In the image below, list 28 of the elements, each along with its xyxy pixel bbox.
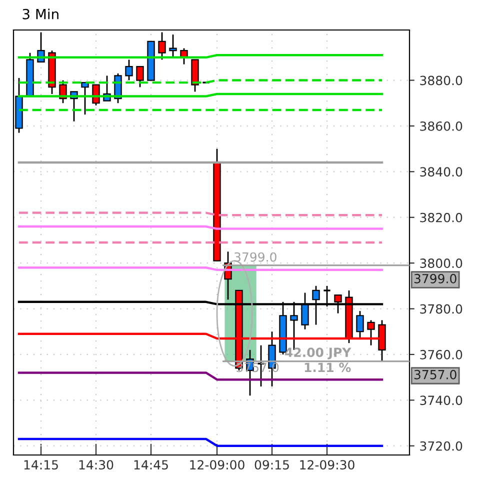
y-tick-label: 3780.0 [420,304,462,314]
y-tick-label: 3880.0 [420,76,462,86]
candlestick [169,34,177,58]
x-tick-label: 14:30 [79,460,114,470]
y-tick-label: 3840.0 [420,167,462,177]
candlestick [81,82,89,116]
annotation: 1.11 % [304,362,351,372]
x-tick-label: 09:15 [254,460,289,470]
annotation: 3757.0 [236,362,279,372]
x-tick-label: 12-09:30 [300,460,354,470]
y-tick-label: 3800.0 [420,258,462,268]
y-tick-label: 3860.0 [420,121,462,131]
ref-line-label: 3757.0 [414,370,456,380]
chart-title: 3 Min [22,8,58,20]
y-tick-label: 3760.0 [420,350,462,360]
y-tick-label: 3740.0 [420,396,462,406]
x-tick-label: 12-09:00 [190,460,244,470]
ref-line-label: 3799.0 [414,274,456,284]
candlestick [356,310,364,340]
candlestick [125,59,133,81]
annotation: 3799.0 [234,252,276,262]
x-tick-label: 14:45 [134,460,168,470]
x-tick-label: 14:15 [24,460,58,470]
y-tick-label: 3720.0 [420,441,462,451]
candlestick [136,66,144,88]
candlestick [158,32,166,60]
y-tick-label: 3820.0 [420,212,462,222]
annotation: 42.00 JPY [285,348,352,360]
